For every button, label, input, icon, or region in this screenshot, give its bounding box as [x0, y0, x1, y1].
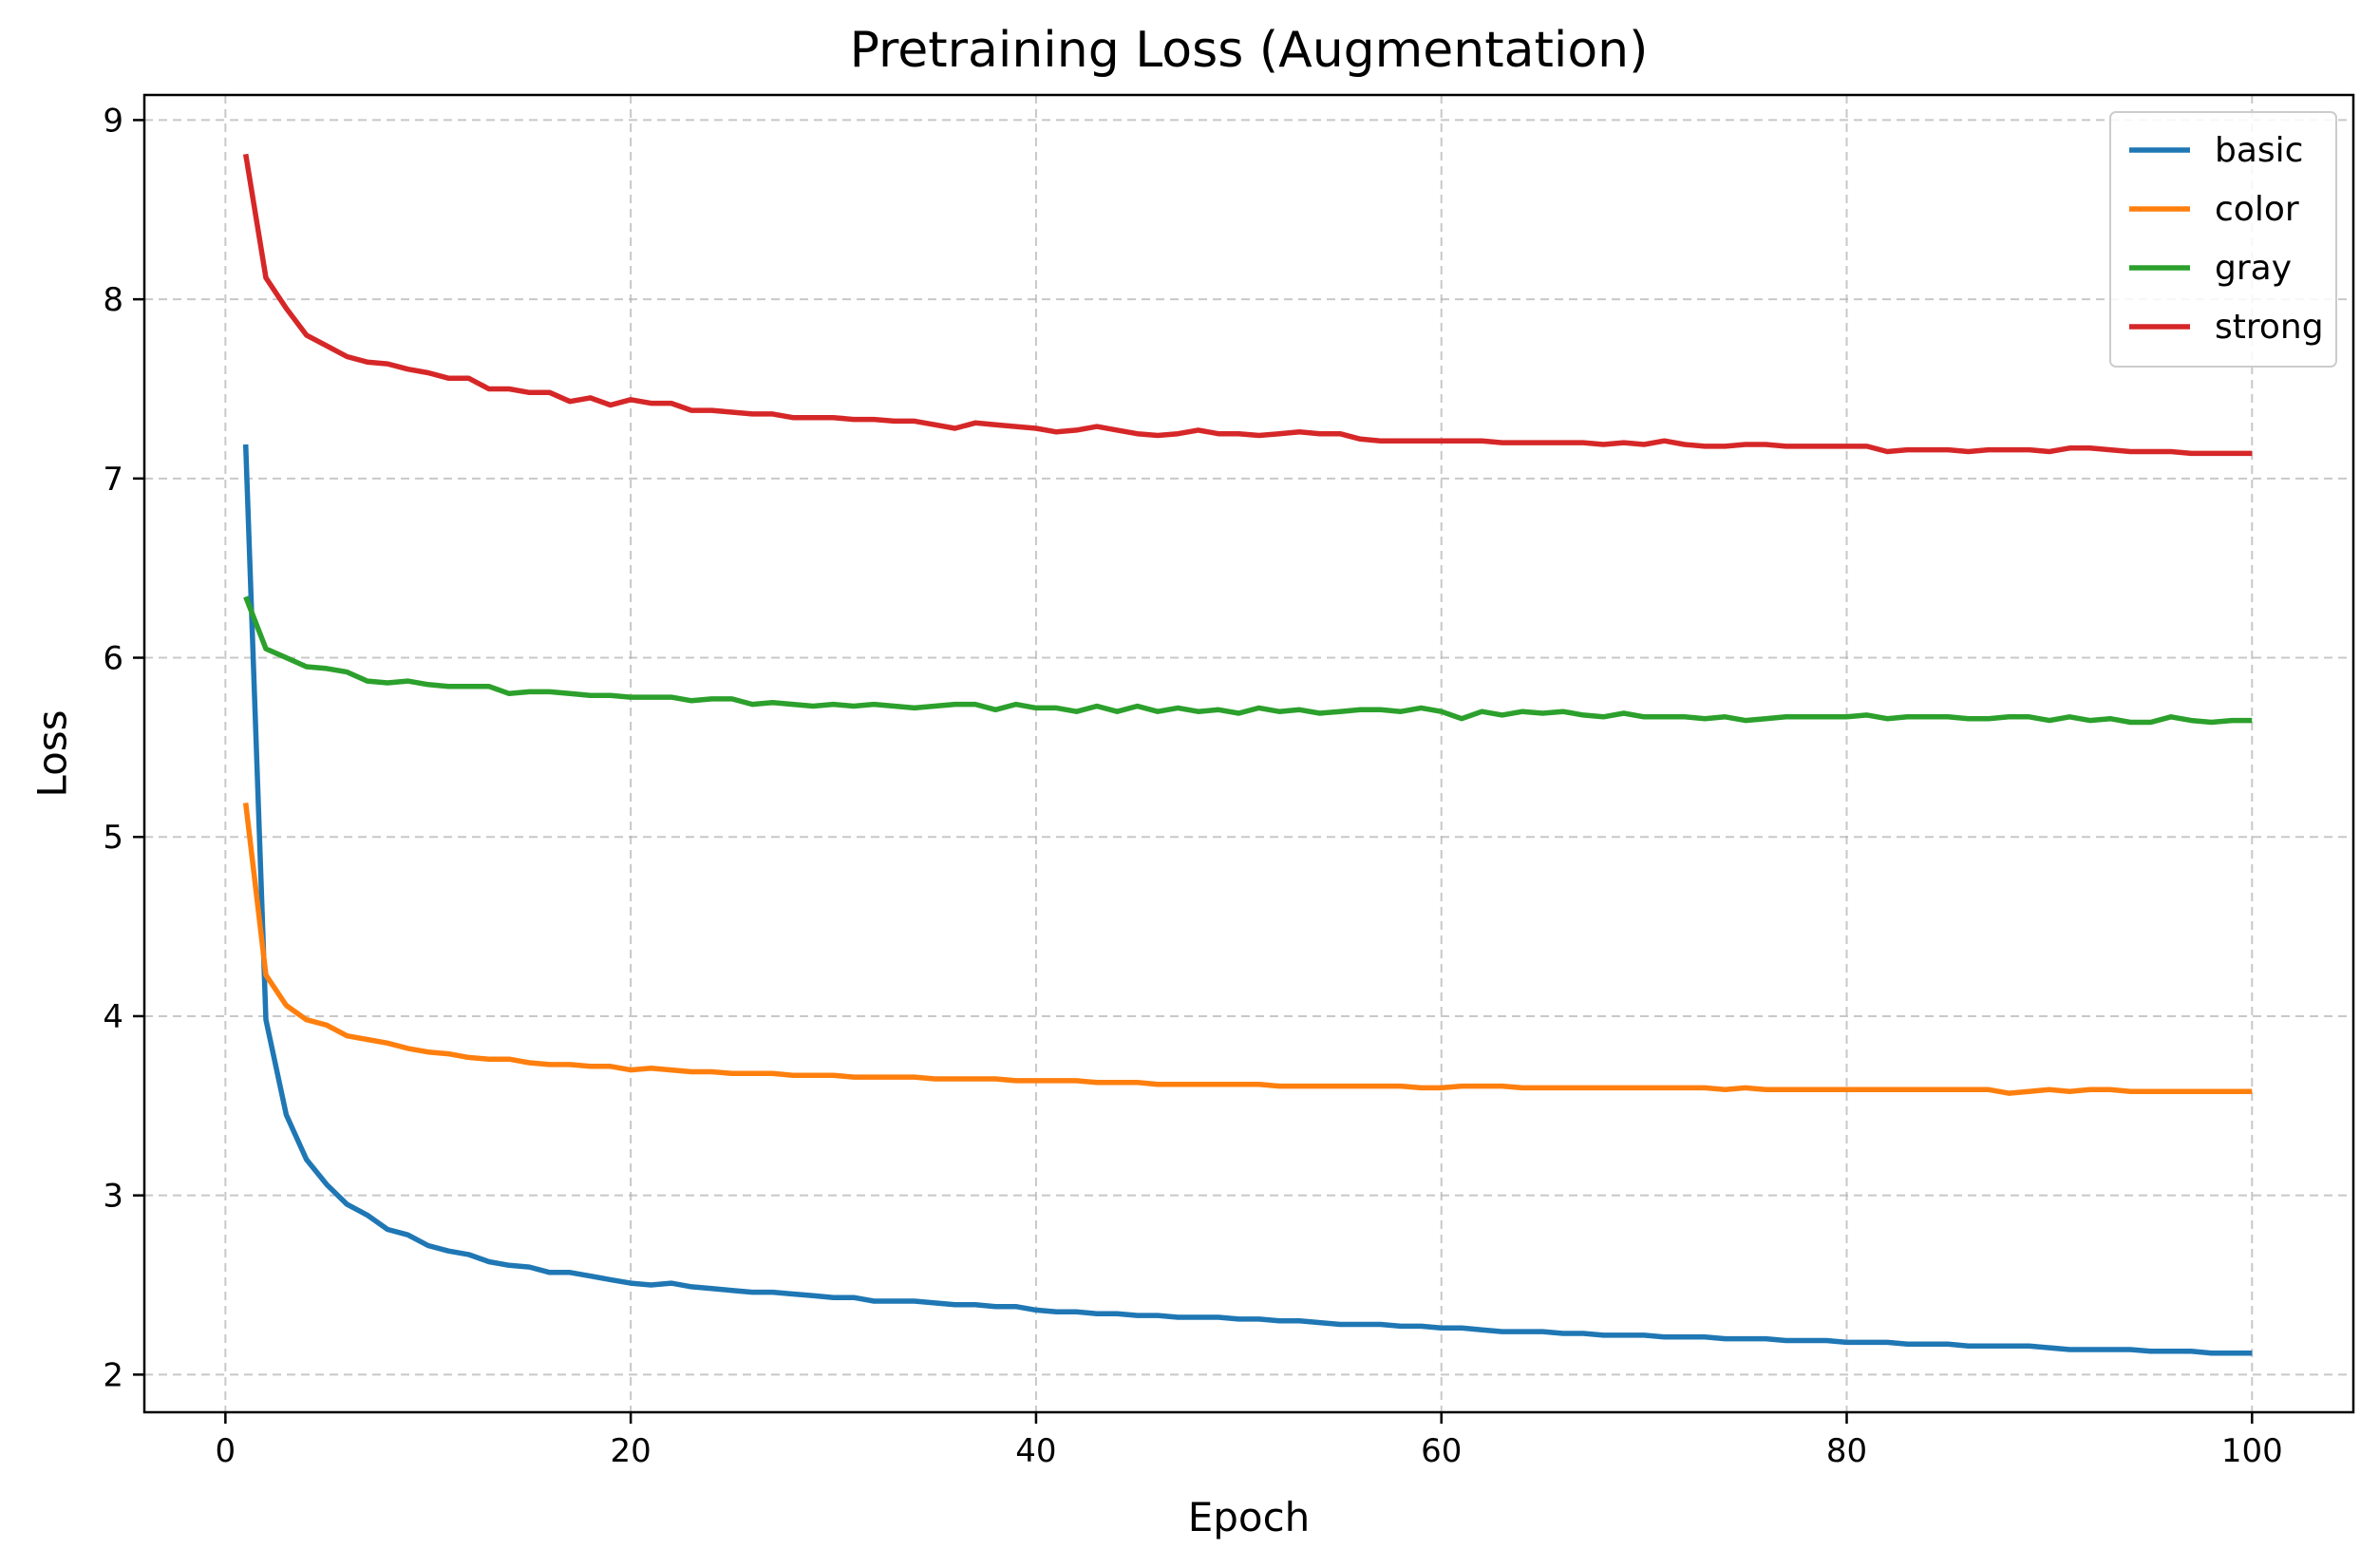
series-line-basic — [242, 444, 2253, 1356]
y-tick-label: 4 — [103, 998, 123, 1036]
series-line-strong — [242, 153, 2253, 457]
x-tick-label: 100 — [2221, 1432, 2283, 1470]
y-axis-label: Loss — [29, 709, 76, 797]
y-tick-label: 9 — [103, 102, 123, 140]
legend-label-gray: gray — [2215, 249, 2292, 288]
y-tick-label: 6 — [103, 640, 123, 678]
chart-title: Pretraining Loss (Augmentation) — [850, 22, 1649, 79]
y-tick-label: 3 — [103, 1178, 123, 1216]
legend-box — [2109, 111, 2337, 368]
legend: basic color gray strong — [2109, 111, 2337, 368]
x-axis-label: Epoch — [1188, 1494, 1311, 1540]
y-tick-label: 7 — [103, 461, 123, 499]
x-tick-label: 40 — [1015, 1432, 1056, 1470]
series-line-gray — [243, 595, 2253, 726]
x-tick-label: 60 — [1421, 1432, 1462, 1470]
series-line-color — [242, 803, 2253, 1096]
x-tick-label: 0 — [216, 1432, 236, 1470]
x-tick-label: 80 — [1826, 1432, 1867, 1470]
y-tick-label: 2 — [103, 1356, 123, 1394]
legend-label-strong: strong — [2215, 308, 2324, 347]
y-tick-label: 5 — [103, 819, 123, 857]
legend-label-color: color — [2215, 190, 2299, 229]
plot-frame — [142, 93, 2355, 1414]
axis-ticks: 0 20 40 60 80 100 2 3 4 5 6 7 8 9 — [103, 102, 2282, 1470]
x-tick-label: 20 — [611, 1432, 651, 1470]
y-tick-label: 8 — [103, 281, 123, 319]
legend-label-basic: basic — [2215, 131, 2303, 170]
series-lines — [242, 153, 2253, 1356]
